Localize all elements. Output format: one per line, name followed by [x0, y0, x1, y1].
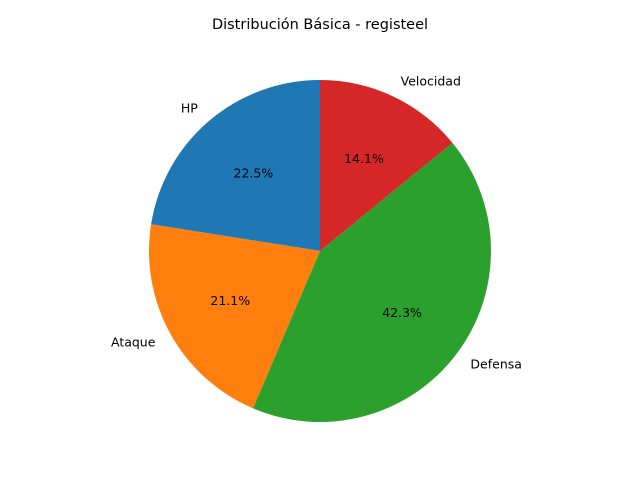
- slice-label-velocidad: Velocidad: [401, 74, 461, 89]
- pie-slices: [149, 80, 492, 423]
- slice-percent-defensa: 42.3%: [382, 305, 422, 320]
- pie-slice-hp: [151, 80, 320, 251]
- pie-slice-velocidad: [320, 80, 453, 251]
- slice-label-defensa: Defensa: [470, 356, 522, 371]
- chart-title: Distribución Básica - registeel: [212, 17, 428, 33]
- slice-label-ataque: Ataque: [111, 335, 156, 350]
- slice-percent-ataque: 21.1%: [210, 293, 250, 308]
- slice-percent-velocidad: 14.1%: [344, 151, 384, 166]
- pie-slice-ataque: [149, 224, 320, 409]
- slice-label-hp: HP: [181, 100, 198, 115]
- pie-labels: HP 22.5% Ataque 21.1% Defensa 42.3% Velocidad 1…: [111, 74, 522, 372]
- slice-percent-hp: 22.5%: [234, 165, 274, 180]
- pie-slice-defensa: [253, 142, 492, 423]
